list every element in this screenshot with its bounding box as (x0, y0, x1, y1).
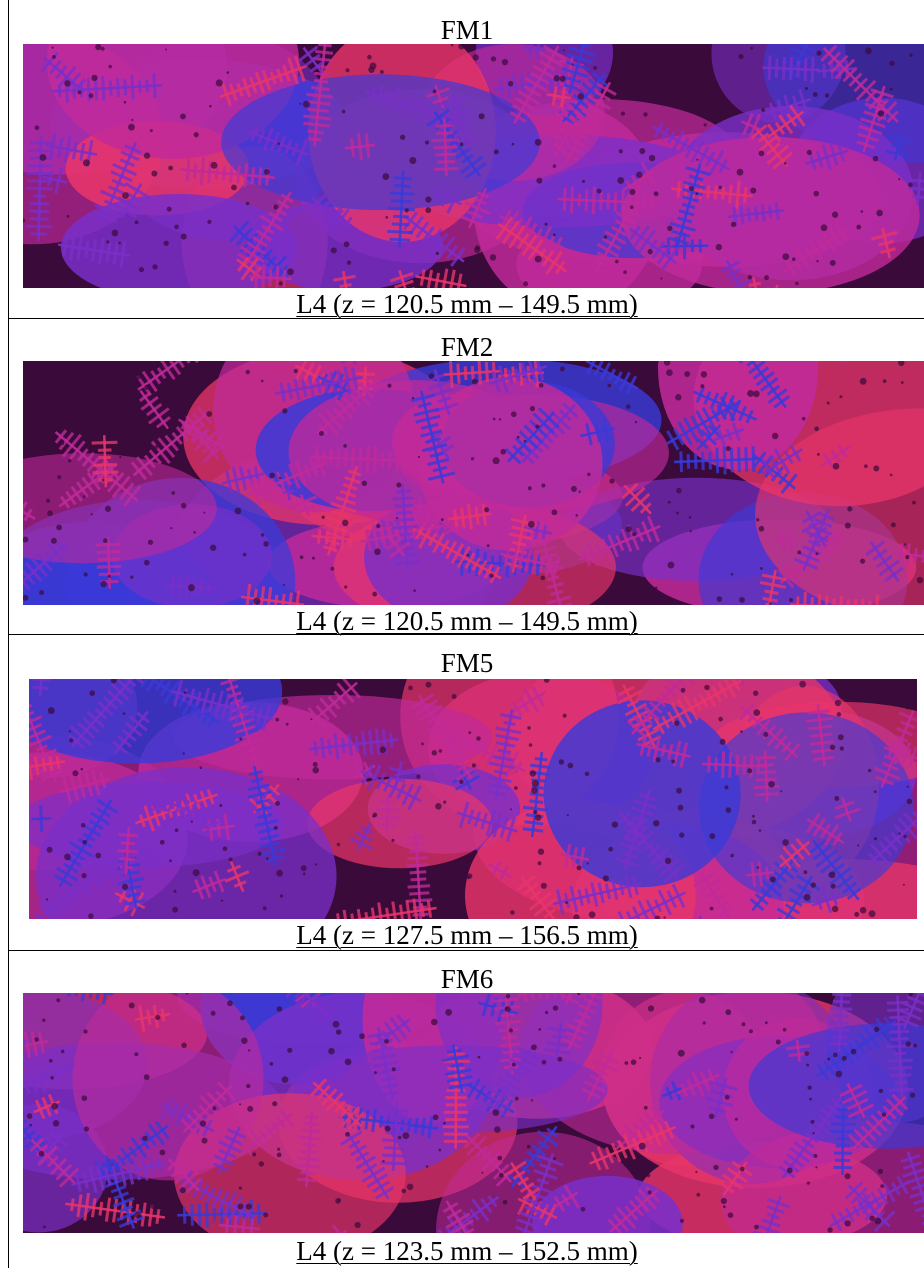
panel-title: FM6 (440, 964, 494, 994)
micrograph-image (23, 44, 924, 288)
panel-fm5: FM5 L4 (z = 127.5 mm – 156.5 mm) (9, 634, 924, 950)
panel-fm2: FM2 L4 (z = 120.5 mm – 149.5 mm) (9, 318, 924, 636)
panel-title: FM1 (440, 15, 494, 45)
micrograph-fm5 (29, 679, 917, 919)
micrograph-image (23, 361, 924, 605)
micrograph-image (23, 993, 924, 1233)
micrograph-image (29, 679, 917, 919)
panel-caption: L4 (z = 120.5 mm – 149.5 mm) (296, 289, 638, 319)
figure-table: FM1 L4 (z = 120.5 mm – 149.5 mm) FM2 L4 … (8, 0, 924, 1268)
panel-caption: L4 (z = 127.5 mm – 156.5 mm) (296, 920, 638, 950)
panel-title: FM2 (440, 332, 494, 362)
panel-caption: L4 (z = 123.5 mm – 152.5 mm) (296, 1236, 638, 1266)
micrograph-fm1 (23, 44, 924, 288)
micrograph-fm6 (23, 993, 924, 1233)
panel-title: FM5 (440, 648, 494, 678)
panel-caption: L4 (z = 120.5 mm – 149.5 mm) (296, 606, 638, 636)
panel-fm1: FM1 L4 (z = 120.5 mm – 149.5 mm) (9, 0, 924, 318)
panel-fm6: FM6 L4 (z = 123.5 mm – 152.5 mm) (9, 950, 924, 1268)
micrograph-fm2 (23, 361, 924, 605)
